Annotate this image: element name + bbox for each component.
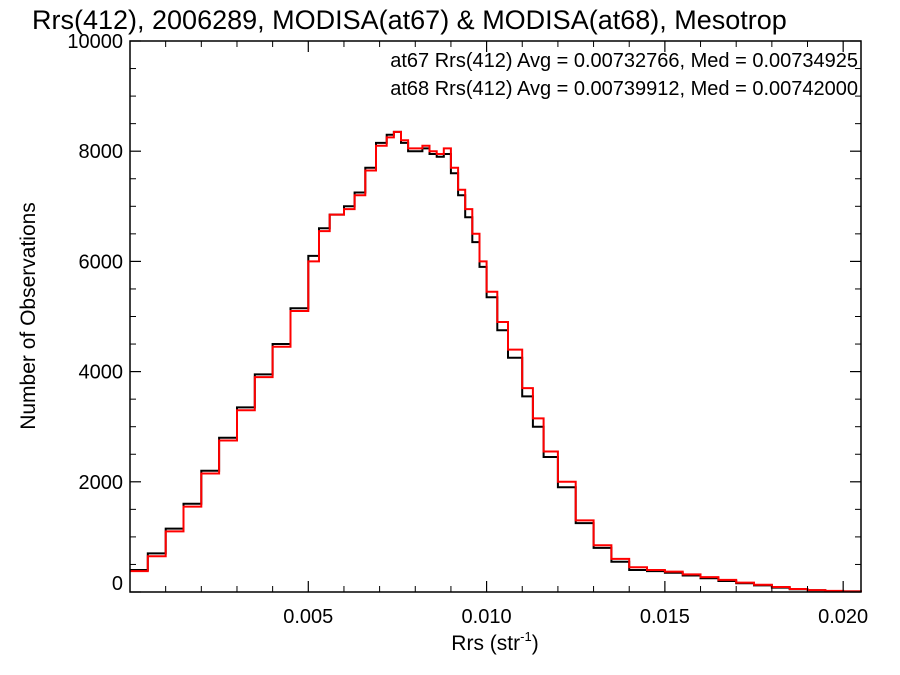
x-tick-label: 0.010 — [462, 606, 512, 628]
x-axis-label: Rrs (str-1) — [451, 629, 538, 655]
series-line-1 — [130, 130, 862, 593]
x-tick-label: 0.020 — [818, 606, 868, 628]
legend-entry-at68: at68 Rrs(412) Avg = 0.00739912, Med = 0.… — [390, 78, 858, 100]
y-tick-label: 10000 — [67, 31, 123, 53]
y-tick-label: 2000 — [79, 472, 124, 494]
axis-ticks: 0.005 0.010 0.015 0.020 0 2000 4000 6000 8000 100… — [67, 31, 868, 628]
x-tick-label: 0.005 — [283, 606, 333, 628]
y-axis-label: Number of Observations — [17, 202, 40, 430]
legend-entry-at67: at67 Rrs(412) Avg = 0.00732766, Med = 0.… — [390, 50, 858, 72]
y-tick-label: 0 — [112, 573, 123, 595]
series-layer — [130, 130, 862, 593]
y-tick-label: 8000 — [79, 141, 124, 163]
x-axis-label-close: ) — [532, 632, 539, 655]
series-line-0 — [130, 130, 862, 593]
chart-title: Rrs(412), 2006289, MODISA(at67) & MODISA… — [32, 5, 787, 35]
y-tick-label: 4000 — [79, 362, 124, 384]
x-axis-label-main: Rrs (str — [451, 632, 520, 655]
plot-frame — [129, 40, 862, 593]
y-tick-label: 6000 — [79, 251, 124, 273]
x-tick-label: 0.015 — [640, 606, 690, 628]
x-axis-label-superscript: -1 — [520, 629, 532, 644]
